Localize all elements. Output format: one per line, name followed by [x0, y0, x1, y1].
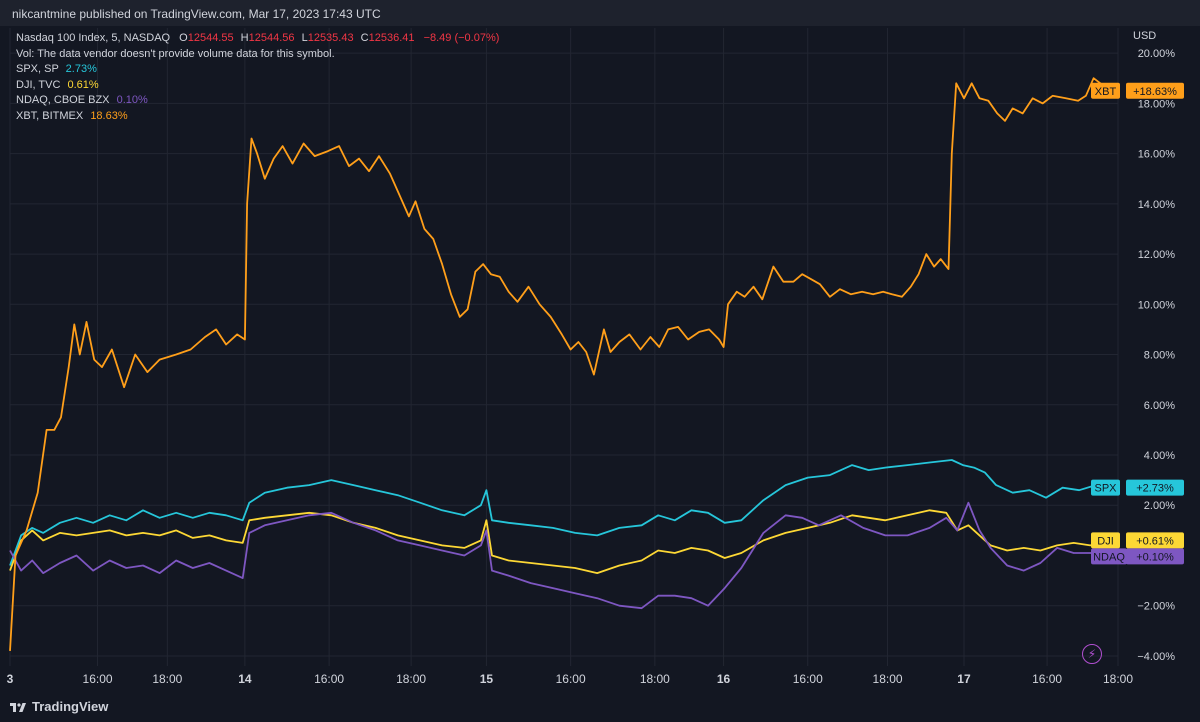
y-tick-label: 2.00%	[1144, 500, 1175, 512]
x-tick-label: 16:00	[314, 672, 344, 686]
tradingview-logo-icon	[10, 702, 26, 712]
compare-row-xbt[interactable]: XBT, BITMEX 18.63%	[16, 109, 499, 125]
high-label: H	[240, 32, 249, 44]
series-line-xbt	[9, 77, 1112, 651]
series-line-dji	[9, 509, 1112, 574]
high-value: 12544.56	[248, 32, 295, 44]
x-tick-label: 18:00	[640, 672, 670, 686]
y-tick-label: −4.00%	[1137, 651, 1175, 663]
compare-row-dji[interactable]: DJI, TVC 0.61%	[16, 78, 499, 94]
y-tick-label: 8.00%	[1144, 350, 1175, 362]
series-lines	[9, 77, 1112, 651]
badge-value-bg	[1126, 532, 1184, 549]
y-tick-label: 16.00%	[1138, 149, 1176, 161]
x-tick-label: 16:00	[83, 672, 113, 686]
x-axis: 3 16:00 18:00 14 16:00 18:00 15 16:00 18:00 16 16:…	[7, 672, 1134, 686]
x-tick-label: 16:00	[793, 672, 823, 686]
badge-name-bg	[1091, 548, 1127, 565]
price-badge-xbt: XBT +18.63%	[1091, 82, 1184, 99]
price-badges: XBT +18.63% SPX +2.73% DJI +0.61% NDAQ +0.10%	[1091, 82, 1184, 565]
y-tick-label: −2.00%	[1137, 601, 1175, 613]
compare-row-spx[interactable]: SPX, SP 2.73%	[16, 62, 499, 78]
price-badge-ndaq: NDAQ +0.10%	[1091, 548, 1184, 565]
badge-name-bg	[1091, 532, 1120, 549]
badge-name: DJI	[1097, 535, 1114, 547]
main-symbol-row: Nasdaq 100 Index, 5, NASDAQ O12544.55 H1…	[16, 31, 499, 47]
badge-value-bg	[1126, 548, 1184, 565]
compare-row-ndaq[interactable]: NDAQ, CBOE BZX 0.10%	[16, 93, 499, 109]
open-value: 12544.55	[187, 32, 234, 44]
grid	[9, 28, 1119, 666]
published-text: nikcantmine published on TradingView.com…	[12, 7, 381, 21]
x-tick-label: 16:00	[556, 672, 586, 686]
y-tick-label: 20.00%	[1138, 48, 1176, 60]
open-label: O	[179, 32, 188, 44]
series-line-ndaq	[9, 501, 1112, 610]
x-tick-label: 17	[957, 672, 971, 686]
chart-legend: Nasdaq 100 Index, 5, NASDAQ O12544.55 H1…	[16, 31, 499, 125]
tradingview-logo[interactable]: TradingView	[10, 699, 108, 714]
close-value: 12536.41	[368, 32, 415, 44]
series-line-spx	[9, 459, 1112, 566]
x-tick-label: 18:00	[873, 672, 903, 686]
badge-value: +0.10%	[1136, 551, 1174, 563]
badge-value: +2.73%	[1136, 483, 1174, 495]
badge-name: XBT	[1095, 86, 1117, 98]
compare-value: 0.10%	[116, 94, 148, 107]
brand-name: TradingView	[32, 699, 109, 714]
low-value: 12535.43	[307, 32, 354, 44]
main-symbol-name[interactable]: Nasdaq 100 Index, 5, NASDAQ	[16, 32, 171, 44]
compare-value: 0.61%	[67, 78, 99, 91]
price-badge-dji: DJI +0.61%	[1091, 532, 1184, 549]
x-tick-label: 16	[717, 672, 731, 686]
badge-value-bg	[1126, 82, 1184, 99]
badge-value: +0.61%	[1136, 535, 1174, 547]
currency-label[interactable]: USD	[1133, 30, 1157, 42]
y-tick-label: 6.00%	[1144, 400, 1175, 412]
badge-name: SPX	[1094, 483, 1117, 495]
change-value: −8.49 (−0.07%)	[423, 32, 500, 44]
badge-value: +18.63%	[1133, 86, 1177, 98]
y-tick-label: 18.00%	[1138, 98, 1176, 110]
x-tick-label: 16:00	[1032, 672, 1062, 686]
footer: TradingView	[0, 690, 1200, 722]
y-tick-label: 14.00%	[1138, 199, 1176, 211]
y-tick-label: 12.00%	[1138, 249, 1176, 261]
x-tick-label: 3	[7, 672, 14, 686]
volume-notice: Vol: The data vendor doesn't provide vol…	[16, 47, 335, 60]
badge-value-bg	[1126, 479, 1184, 496]
low-label: L	[301, 32, 308, 44]
x-tick-label: 15	[480, 672, 494, 686]
compare-value: 18.63%	[90, 109, 128, 122]
compare-name: XBT, BITMEX	[16, 109, 84, 122]
close-label: C	[360, 32, 369, 44]
price-badge-spx: SPX +2.73%	[1091, 479, 1184, 496]
badge-name-bg	[1091, 82, 1120, 99]
compare-name: NDAQ, CBOE BZX	[16, 94, 110, 107]
x-tick-label: 18:00	[1103, 672, 1133, 686]
badge-name-bg	[1091, 479, 1120, 496]
compare-name: SPX, SP	[16, 63, 59, 76]
y-tick-label: 4.00%	[1144, 450, 1175, 462]
publish-header: nikcantmine published on TradingView.com…	[0, 0, 1200, 26]
x-tick-label: 18:00	[396, 672, 426, 686]
compare-value: 2.73%	[65, 63, 97, 76]
lightning-icon[interactable]: ⚡	[1082, 644, 1102, 664]
compare-name: DJI, TVC	[16, 78, 61, 91]
x-tick-label: 18:00	[152, 672, 182, 686]
badge-name: NDAQ	[1093, 551, 1125, 563]
x-tick-label: 14	[238, 672, 252, 686]
y-tick-label: 10.00%	[1138, 299, 1176, 311]
y-axis: 20.00% 18.00% 16.00% 14.00% 12.00% 10.00% 8.00…	[1137, 48, 1175, 663]
